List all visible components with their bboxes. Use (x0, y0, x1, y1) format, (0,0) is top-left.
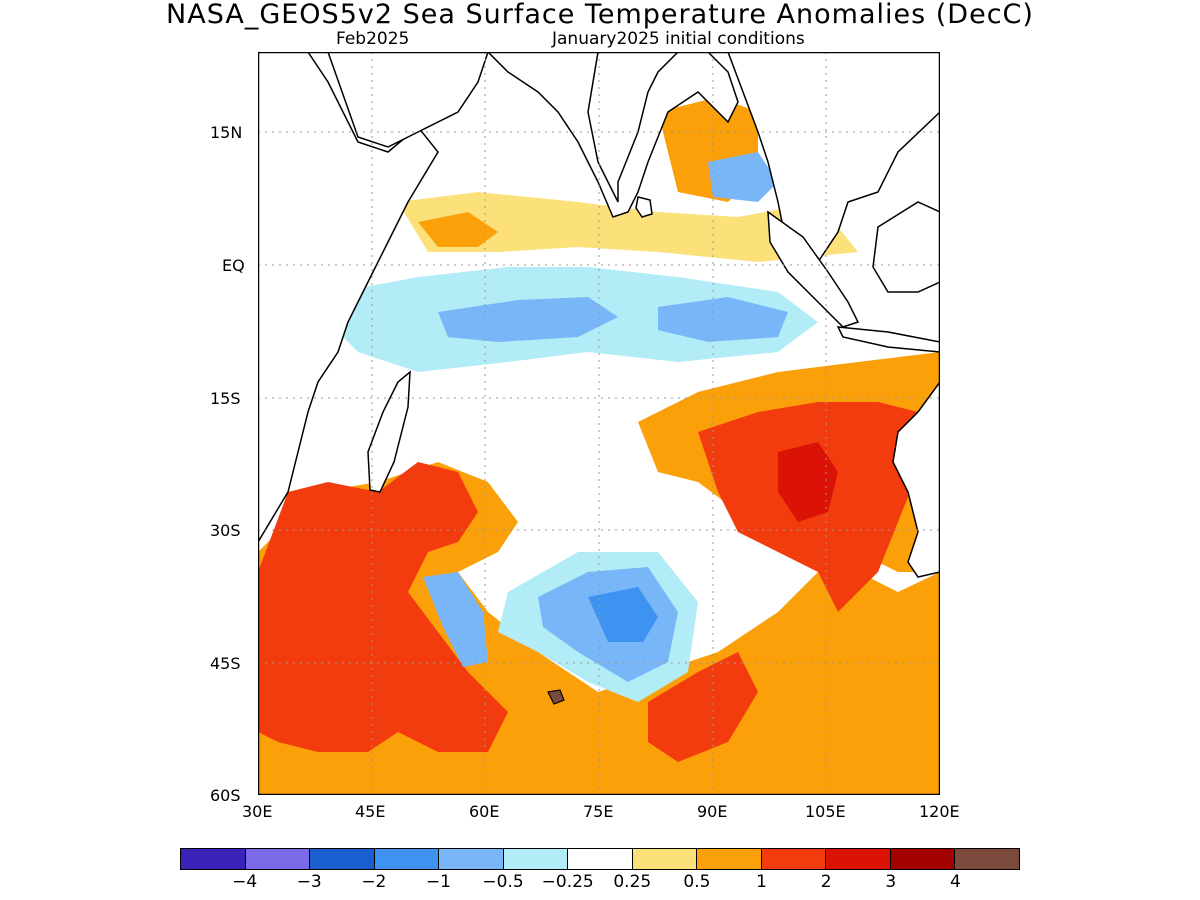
legend-swatch (890, 849, 956, 869)
bay-of-bengal-cool (708, 152, 778, 202)
kerguelen-island (547, 689, 565, 705)
legend-swatch (826, 849, 891, 869)
borneo-island (872, 201, 940, 293)
legend-label: −2 (361, 872, 387, 892)
sumatra-island (767, 210, 860, 328)
legend-swatch (568, 849, 633, 869)
northern-warm-arc (398, 192, 858, 262)
legend-label: 4 (949, 872, 961, 892)
legend-swatch (503, 849, 569, 869)
strong-warm-spot (778, 442, 838, 522)
forecast-month: Feb2025 (336, 29, 410, 49)
lat-label-15n: 15N (210, 123, 243, 142)
lat-label-60s: 60S (210, 786, 241, 805)
lat-label-eq: EQ (222, 256, 245, 275)
lon-label-120e: 120E (919, 802, 960, 821)
map-frame (258, 52, 940, 795)
legend-label: 2 (820, 872, 832, 892)
legend-label: 0.25 (613, 872, 652, 892)
legend-label: −3 (296, 872, 322, 892)
legend-swatch (697, 849, 762, 869)
legend-label: 3 (885, 872, 897, 892)
australia-landmass (892, 380, 940, 578)
africa-landmass (258, 52, 439, 544)
lat-label-30s: 30S (210, 521, 241, 540)
color-legend-labels: −4 −3 −2 −1 −0.5 −0.25 0.25 0.5 1 2 3 4 (180, 872, 1020, 894)
legend-swatch (374, 849, 440, 869)
color-legend-bar (180, 848, 1020, 870)
sst-anomaly-map (258, 52, 940, 795)
legend-label: −1 (425, 872, 451, 892)
arabian-sea-warm-spot (418, 212, 498, 247)
lat-label-45s: 45S (210, 654, 241, 673)
legend-swatch (245, 849, 311, 869)
map-grid (258, 52, 940, 795)
equatorial-cool-core-east (658, 297, 788, 342)
lon-label-90e: 90E (697, 802, 728, 821)
legend-swatch (310, 849, 375, 869)
legend-swatch (632, 849, 698, 869)
lon-label-105e: 105E (805, 802, 846, 821)
legend-label: 1 (756, 872, 767, 892)
madagascar-island (367, 370, 411, 493)
initial-conditions: January2025 initial conditions (552, 29, 805, 49)
southwest-warm-core (258, 462, 508, 752)
sri-lanka-island (635, 196, 653, 218)
legend-label: −0.25 (541, 872, 594, 892)
central-south-strong-cool (588, 587, 658, 642)
legend-label: −4 (232, 872, 258, 892)
lon-label-75e: 75E (583, 802, 614, 821)
legend-label: −0.5 (482, 872, 524, 892)
legend-swatch (955, 849, 1019, 869)
equatorial-cool-core-west (438, 297, 618, 342)
southern-ridge-warm-core (648, 652, 758, 762)
southeast-asia-landmass (727, 52, 940, 284)
arabia-landmass (327, 52, 489, 148)
java-island (836, 326, 940, 353)
chart-title: NASA_GEOS5v2 Sea Surface Temperature Ano… (166, 0, 1034, 30)
legend-label: 0.5 (683, 872, 711, 892)
legend-swatch (761, 849, 827, 869)
legend-swatch (439, 849, 504, 869)
legend-swatch (181, 849, 246, 869)
lon-label-60e: 60E (469, 802, 500, 821)
india-landmass (486, 52, 739, 218)
lon-label-30e: 30E (242, 802, 273, 821)
lat-label-15s: 15S (210, 389, 241, 408)
lon-label-45e: 45E (355, 802, 386, 821)
southwest-cool-patch (423, 572, 488, 667)
